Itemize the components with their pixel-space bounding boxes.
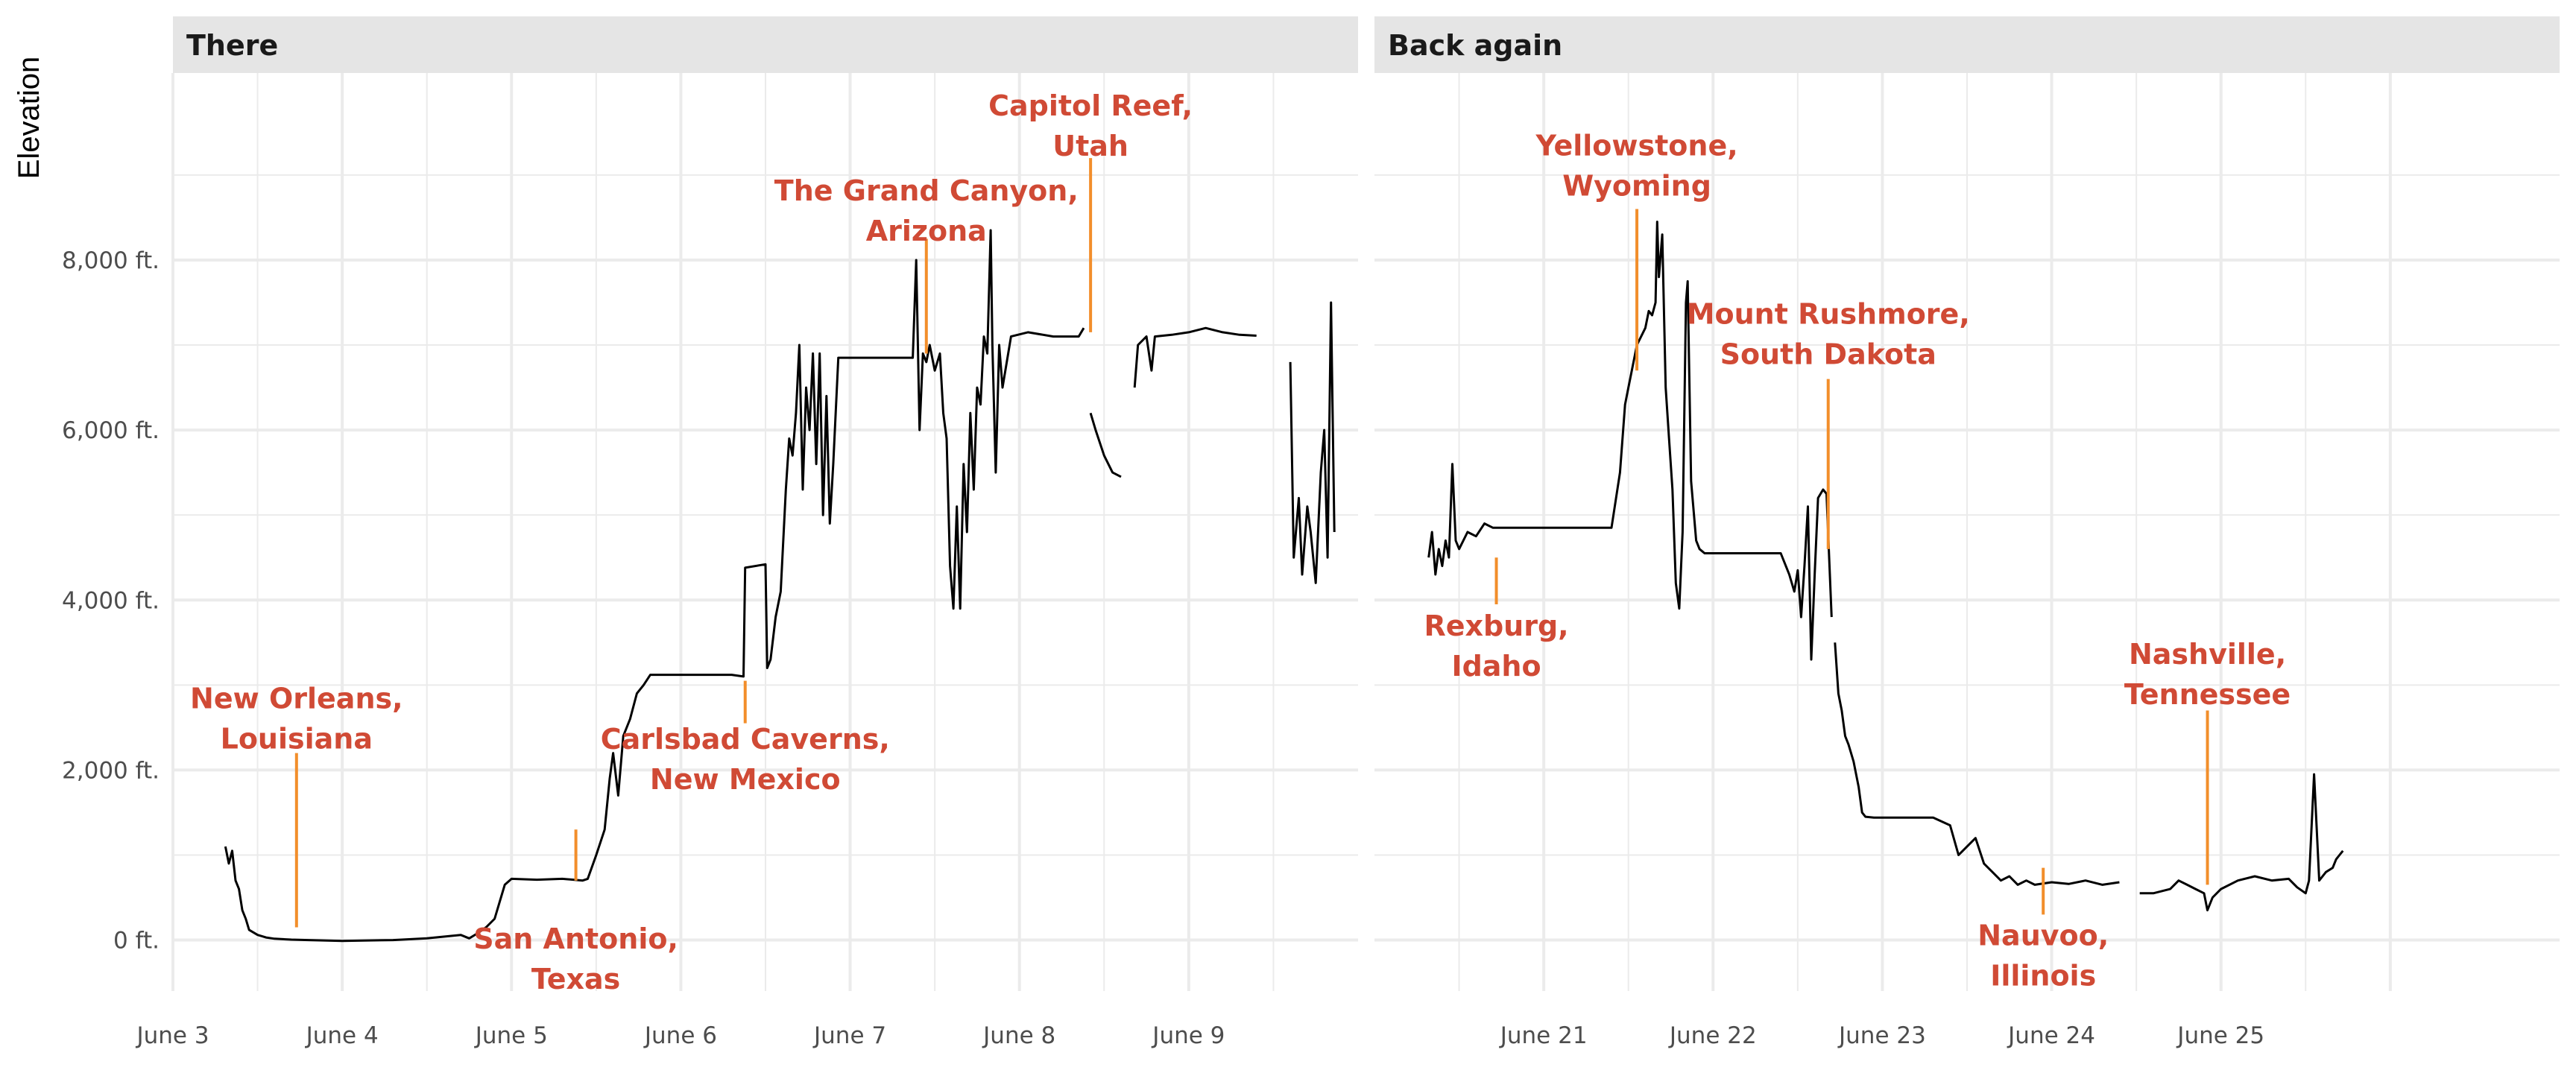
elevation-line xyxy=(1289,301,1336,584)
elevation-line xyxy=(2139,773,2344,912)
x-tick-label: June 9 xyxy=(1151,1022,1225,1049)
x-tick-label: June 21 xyxy=(1499,1022,1588,1049)
facet-title: There xyxy=(186,29,278,62)
y-tick-label: 0 ft. xyxy=(113,928,160,955)
annotation-label: San Antonio, xyxy=(473,922,678,955)
x-tick-label: June 24 xyxy=(2007,1022,2095,1049)
annotation-label: Louisiana xyxy=(221,723,373,756)
facet-strip xyxy=(173,16,1358,73)
x-tick-label: June 8 xyxy=(982,1022,1055,1049)
annotation-label: Idaho xyxy=(1451,650,1541,683)
annotation-label: Arizona xyxy=(866,215,987,247)
elevation-line xyxy=(1427,221,1833,661)
annotation-label: Illinois xyxy=(1990,959,2096,992)
annotation-label: New Mexico xyxy=(650,763,841,796)
facet-panels: There 0 ft. 2,000 ft. 4,000 ft. 6,000 ft. 8,0… xyxy=(62,16,2560,1049)
facet-title: Back again xyxy=(1388,29,1562,62)
annotation-label: The Grand Canyon, xyxy=(774,174,1079,207)
facet-panel: There 0 ft. 2,000 ft. 4,000 ft. 6,000 ft. 8,0… xyxy=(62,16,1358,1049)
elevation-line xyxy=(1133,326,1257,388)
annotation-label: Mount Rushmore, xyxy=(1687,298,1970,331)
annotation-label: Tennessee xyxy=(2124,678,2291,711)
annotation-label: South Dakota xyxy=(1720,338,1936,371)
x-tick-label: June 25 xyxy=(2176,1022,2264,1049)
x-tick-label: June 3 xyxy=(135,1022,209,1049)
annotation-label: Wyoming xyxy=(1562,170,1711,203)
elevation-line xyxy=(1089,412,1122,478)
elevation-line xyxy=(224,229,1085,943)
x-tick-label: June 22 xyxy=(1668,1022,1757,1049)
x-tick-label: June 5 xyxy=(474,1022,548,1049)
x-tick-label: June 4 xyxy=(305,1022,379,1049)
annotation-label: Nashville, xyxy=(2129,638,2286,671)
annotation-label: New Orleans, xyxy=(190,683,403,715)
y-axis-title: Elevation xyxy=(13,57,45,180)
annotation-label: Yellowstone, xyxy=(1535,130,1737,162)
y-tick-label: 2,000 ft. xyxy=(62,757,160,784)
annotation-label: Rexburg, xyxy=(1424,610,1568,642)
x-tick-label: June 23 xyxy=(1837,1022,1926,1049)
annotation-label: Nauvoo, xyxy=(1977,919,2109,952)
annotation-label: Texas xyxy=(531,963,620,996)
annotation-label: Capitol Reef, xyxy=(988,89,1193,122)
y-tick-label: 6,000 ft. xyxy=(62,417,160,444)
annotation-label: Carlsbad Caverns, xyxy=(601,723,890,756)
x-tick-label: June 6 xyxy=(643,1022,717,1049)
annotation-label: Utah xyxy=(1052,130,1128,162)
elevation-line xyxy=(1834,642,2120,886)
y-tick-label: 8,000 ft. xyxy=(62,247,160,274)
facet-strip xyxy=(1374,16,2560,73)
facet-panel: Back again June 21 June 22 June 23 June 24 Ju… xyxy=(1374,16,2560,1049)
y-tick-label: 4,000 ft. xyxy=(62,587,160,614)
x-tick-label: June 7 xyxy=(812,1022,886,1049)
